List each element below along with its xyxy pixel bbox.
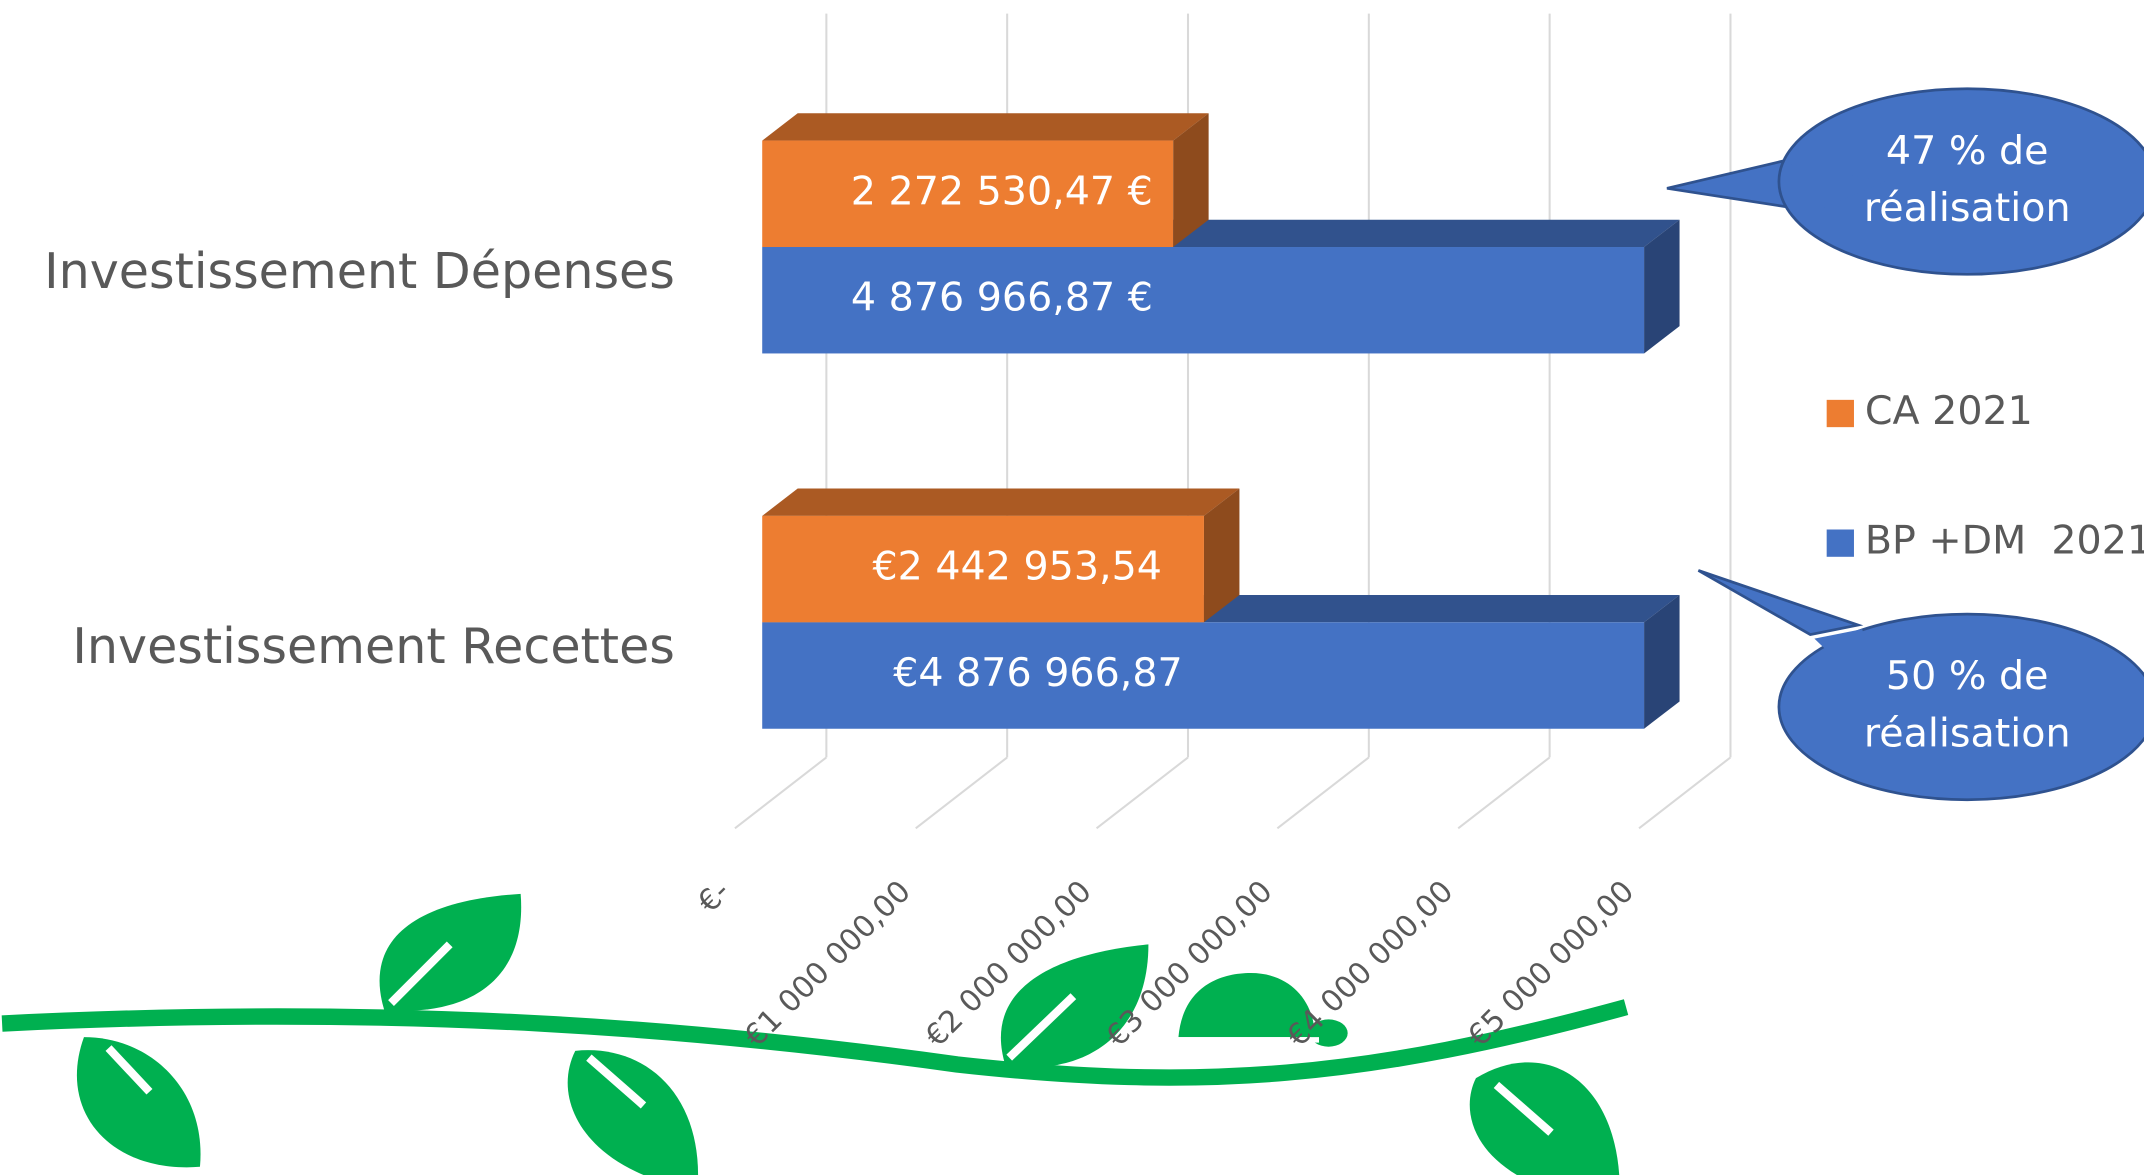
- chart: €-€1 000 000,00€2 000 000,00€3 000 000,0…: [0, 0, 2144, 1175]
- legend-label: CA 2021: [1865, 388, 2033, 434]
- grid-line: [1639, 757, 1730, 828]
- annotation: 47 % de réalisation: [1851, 121, 2083, 236]
- x-tick-label: €-: [691, 874, 737, 920]
- category-label: Investissement Recettes: [72, 617, 674, 675]
- grid-line: [1277, 757, 1368, 828]
- value-label: €4 876 966,87: [893, 650, 1182, 696]
- bar-top: [762, 489, 1239, 516]
- grid-line: [1458, 757, 1549, 828]
- value-label: 4 876 966,87 €: [851, 275, 1153, 321]
- callout-pointer: [1698, 570, 1858, 634]
- x-tick-label: €1 000 000,00: [738, 874, 918, 1054]
- callout-text-box: 50 % de réalisation: [1817, 647, 2117, 770]
- page: €-€1 000 000,00€2 000 000,00€3 000 000,0…: [0, 0, 2144, 1175]
- annotation: 50 % de réalisation: [1851, 647, 2083, 762]
- legend-swatch: [1827, 530, 1854, 557]
- x-tick-label: €4 000 000,00: [1280, 874, 1460, 1054]
- value-label: €2 442 953,54: [872, 544, 1161, 590]
- grid-line: [735, 757, 826, 828]
- legend-label: BP +DM 2021: [1865, 518, 2144, 564]
- legend-swatch: [1827, 400, 1854, 427]
- callout-text-box: 47 % de réalisation: [1817, 121, 2117, 244]
- grid-line: [916, 757, 1007, 828]
- bar-top: [762, 113, 1208, 140]
- grid-line: [1097, 757, 1188, 828]
- value-label: 2 272 530,47 €: [851, 168, 1153, 214]
- category-label: Investissement Dépenses: [44, 242, 675, 300]
